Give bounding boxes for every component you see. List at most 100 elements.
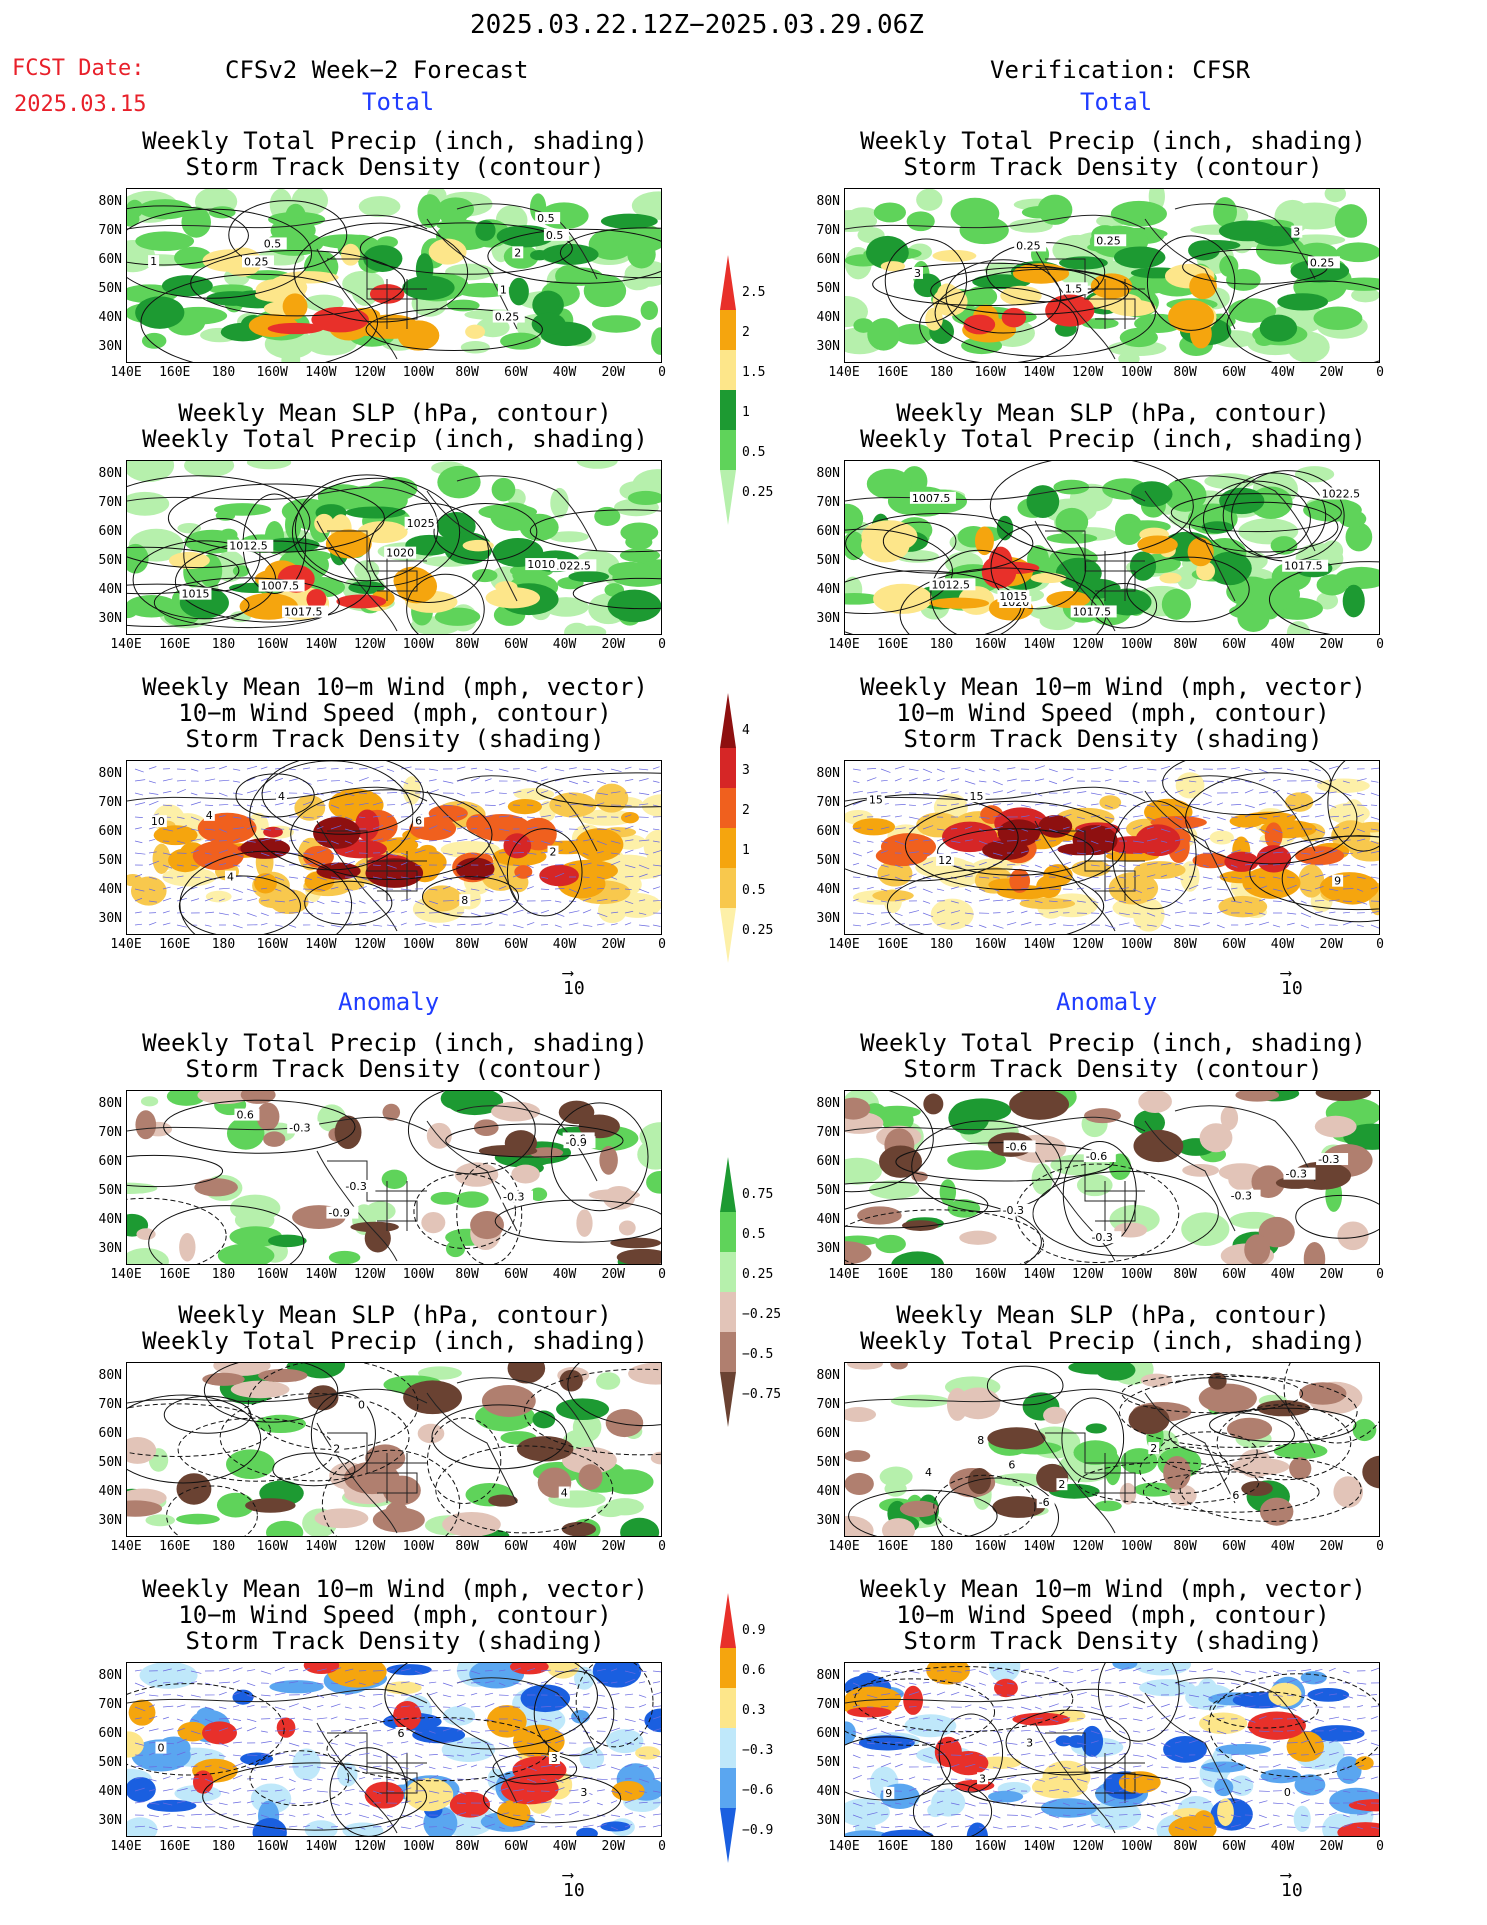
shaded-region [847, 1706, 892, 1718]
wind-vector [894, 827, 906, 830]
wind-vector [190, 1752, 198, 1756]
latitude-tick-label: 30N [98, 611, 122, 626]
wind-vector [358, 1706, 366, 1709]
wind-vector [1160, 924, 1171, 930]
wind-vector [1188, 852, 1200, 855]
wind-vector [232, 827, 244, 830]
wind-vector [610, 861, 621, 866]
wind-vector [1160, 1742, 1171, 1748]
wind-vector [232, 1718, 242, 1721]
wind-vector [1202, 838, 1210, 842]
svg-text:6: 6 [415, 815, 422, 828]
wind-vector [568, 813, 579, 818]
longitude-tick-label: 140W [305, 365, 337, 380]
contour-line [937, 828, 1094, 876]
wind-vector [218, 1802, 228, 1806]
wind-vector [1356, 804, 1368, 806]
wind-vector [936, 1718, 944, 1722]
wind-vector [540, 815, 551, 818]
wind-vector [190, 768, 199, 772]
wind-vector [302, 1692, 312, 1696]
wind-vector [1314, 1680, 1324, 1684]
longitude-tick-label: 180 [211, 937, 236, 952]
wind-vector [1328, 1728, 1337, 1732]
wind-vector [1090, 1814, 1098, 1816]
shaded-region [873, 583, 933, 614]
wind-vector [638, 888, 650, 894]
longitude-tick-label: 40W [1270, 1267, 1295, 1282]
wind-vector [470, 1752, 480, 1756]
latitude-tick-label: 70N [98, 495, 122, 510]
wind-vector [1104, 887, 1115, 890]
wind-vector [908, 838, 919, 842]
wind-vector [582, 838, 594, 842]
wind-vector [880, 850, 888, 854]
wind-vector [400, 898, 411, 902]
wind-vector [1104, 898, 1114, 902]
wind-vector [1118, 900, 1127, 903]
wind-vector [344, 1706, 352, 1709]
shaded-region [491, 477, 516, 502]
wind-vector [428, 1730, 436, 1734]
wind-vector [218, 1742, 229, 1747]
shaded-region [365, 858, 424, 888]
wind-vector [134, 1706, 146, 1712]
shaded-region [564, 622, 590, 634]
svg-text:6: 6 [1008, 1458, 1015, 1471]
colorbar-tick-label: −0.5 [742, 1347, 774, 1362]
wind-vector [344, 1788, 355, 1792]
wind-vector [302, 876, 312, 881]
wind-vector [274, 1765, 284, 1768]
latitude-tick-label: 30N [816, 339, 840, 354]
wind-vector [638, 1764, 648, 1768]
contour-line [536, 772, 661, 808]
wind-vector [1174, 1715, 1186, 1720]
shaded-region [1264, 822, 1283, 849]
wind-vector [596, 1789, 605, 1792]
svg-text:15: 15 [869, 794, 883, 807]
wind-vector [134, 768, 144, 773]
wind-vector [1132, 1667, 1142, 1672]
shaded-region [335, 879, 365, 891]
wind-vector [456, 792, 466, 797]
wind-vector [624, 1824, 633, 1828]
contour-label: -0.3 [1228, 1189, 1261, 1203]
wind-vector [372, 1778, 382, 1780]
shaded-region [578, 1464, 603, 1490]
wind-vector [162, 1825, 173, 1828]
wind-vector [1006, 1670, 1014, 1674]
wind-vector [1258, 778, 1266, 782]
coastline [127, 486, 428, 502]
contour-label: 6 [395, 1727, 407, 1740]
shaded-region [1199, 1123, 1233, 1153]
coastline [1045, 830, 1136, 892]
wind-vector [1244, 900, 1253, 904]
wind-vector [950, 1691, 960, 1696]
wind-vector [978, 840, 988, 845]
wind-vector [1104, 910, 1113, 914]
wind-vector [1048, 864, 1060, 868]
wind-vector [1328, 1812, 1337, 1816]
wind-vector [1244, 1799, 1253, 1804]
wind-vector [526, 886, 534, 890]
wind-vector [1076, 816, 1085, 820]
svg-text:3: 3 [551, 1752, 558, 1765]
wind-vector [866, 864, 878, 870]
contour-label: 1012.5 [227, 539, 274, 553]
wind-vector [232, 1667, 243, 1672]
wind-vector [852, 924, 862, 927]
wind-vector [610, 1681, 618, 1684]
wind-vector [372, 1814, 383, 1819]
latitude-tick-label: 50N [98, 281, 122, 296]
wind-vector [638, 864, 650, 870]
coastline [1144, 790, 1236, 902]
contour-label: 1020 [384, 546, 417, 560]
wind-vector [624, 1799, 635, 1804]
wind-vector [134, 802, 146, 806]
wind-vector [316, 1717, 328, 1720]
wind-vector [1118, 792, 1127, 796]
wind-vector [1258, 1691, 1269, 1696]
wind-vector [1258, 1706, 1270, 1708]
shaded-region [1140, 1373, 1173, 1387]
wind-vector [1300, 815, 1310, 818]
